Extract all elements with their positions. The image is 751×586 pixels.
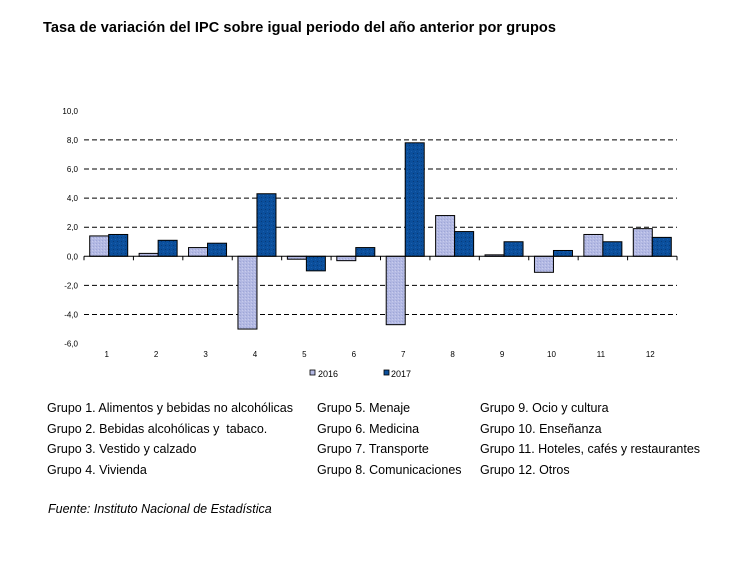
y-tick-label: 8,0 — [67, 136, 79, 145]
bar-2017-group-7 — [404, 142, 425, 257]
group-legend-item: Grupo 4. Vivienda — [47, 463, 147, 478]
group-legend-item: Grupo 2. Bebidas alcohólicas y tabaco. — [47, 421, 268, 436]
group-legend-item: Grupo 11. Hoteles, cafés y restaurantes — [480, 442, 701, 457]
groups-legend-column-1: Grupo 1. Alimentos y bebidas no alcohóli… — [47, 398, 293, 481]
x-tick-label: 8 — [450, 350, 455, 359]
group-legend-item: Grupo 1. Alimentos y bebidas no alcohóli… — [47, 401, 293, 415]
x-tick-label: 4 — [253, 350, 258, 359]
y-axis-ticks: -6,0 -4,0 -2,0 0,0 2,0 4,0 6,0 8,0 10,0 — [62, 107, 78, 349]
bar-2017-group-12 — [651, 236, 672, 257]
x-tick-label: 3 — [203, 350, 208, 359]
bar-2017-group-8 — [454, 231, 475, 257]
x-tick-label: 2 — [154, 350, 159, 359]
groups-legend-column-2: Grupo 5. Menaje Grupo 6. Medicina Grupo … — [317, 398, 462, 481]
y-tick-label: -4,0 — [64, 311, 78, 320]
x-tick-label: 6 — [352, 350, 357, 359]
bar-2017-group-11 — [602, 241, 623, 257]
bar-2016-group-12 — [632, 228, 653, 257]
bar-2017-group-5 — [305, 255, 326, 272]
group-legend-item: Grupo 9. Ocio y cultura — [480, 401, 609, 415]
legend-label-2017: 2017 — [391, 369, 411, 379]
group-legend-item: Grupo 8. Comunicaciones — [317, 463, 462, 478]
bar-2017-group-1 — [108, 233, 129, 257]
groups-legend-column-3: Grupo 9. Ocio y cultura Grupo 10. Enseña… — [480, 398, 700, 481]
x-tick-label: 1 — [104, 350, 109, 359]
group-legend-item: Grupo 12. Otros — [480, 463, 570, 478]
bar-2017-group-4 — [256, 193, 277, 257]
y-tick-label: 2,0 — [67, 223, 79, 232]
gridlines — [84, 139, 677, 315]
group-legend-item: Grupo 7. Transporte — [317, 442, 429, 457]
chart-legend: 2016 2017 — [309, 369, 411, 379]
bar-2016-group-1 — [89, 235, 110, 257]
legend-swatch-2017 — [383, 369, 390, 376]
y-tick-label: 6,0 — [67, 165, 79, 174]
bars — [89, 142, 672, 330]
chart-title: Tasa de variación del IPC sobre igual pe… — [43, 20, 557, 36]
y-tick-label: -6,0 — [64, 340, 78, 349]
x-tick-label: 10 — [547, 350, 556, 359]
x-tick-label: 9 — [500, 350, 505, 359]
x-axis — [83, 255, 678, 261]
bar-2016-group-6 — [336, 255, 357, 262]
bar-2016-group-8 — [435, 215, 456, 257]
bar-2016-group-11 — [583, 233, 604, 257]
y-tick-label: 0,0 — [67, 252, 79, 261]
bar-2017-group-2 — [157, 239, 178, 257]
x-axis-ticks: 1 2 3 4 5 6 7 8 9 10 11 12 — [104, 350, 655, 359]
bar-2016-group-7 — [385, 255, 406, 326]
y-tick-label: -2,0 — [64, 281, 78, 290]
legend-swatch-2016 — [309, 369, 316, 376]
bar-2017-group-9 — [503, 241, 524, 257]
group-legend-item: Grupo 10. Enseñanza — [480, 421, 602, 436]
group-legend-item: Grupo 5. Menaje — [317, 401, 411, 415]
bar-2016-group-4 — [237, 255, 258, 330]
bar-2017-group-6 — [355, 247, 376, 257]
bar-2017-group-10 — [552, 249, 573, 257]
source-note: Fuente: Instituto Nacional de Estadístic… — [48, 502, 272, 516]
bar-2017-group-3 — [207, 242, 228, 257]
group-legend-item: Grupo 6. Medicina — [317, 421, 420, 436]
x-tick-label: 7 — [401, 350, 406, 359]
bar-2016-group-10 — [533, 255, 554, 273]
legend-label-2016: 2016 — [318, 369, 338, 379]
bar-2016-group-3 — [188, 247, 209, 257]
y-tick-label: 10,0 — [62, 107, 78, 116]
x-tick-label: 11 — [597, 350, 606, 359]
y-tick-label: 4,0 — [67, 194, 79, 203]
group-legend-item: Grupo 3. Vestido y calzado — [47, 442, 197, 457]
x-tick-label: 5 — [302, 350, 307, 359]
x-tick-label: 12 — [646, 350, 655, 359]
